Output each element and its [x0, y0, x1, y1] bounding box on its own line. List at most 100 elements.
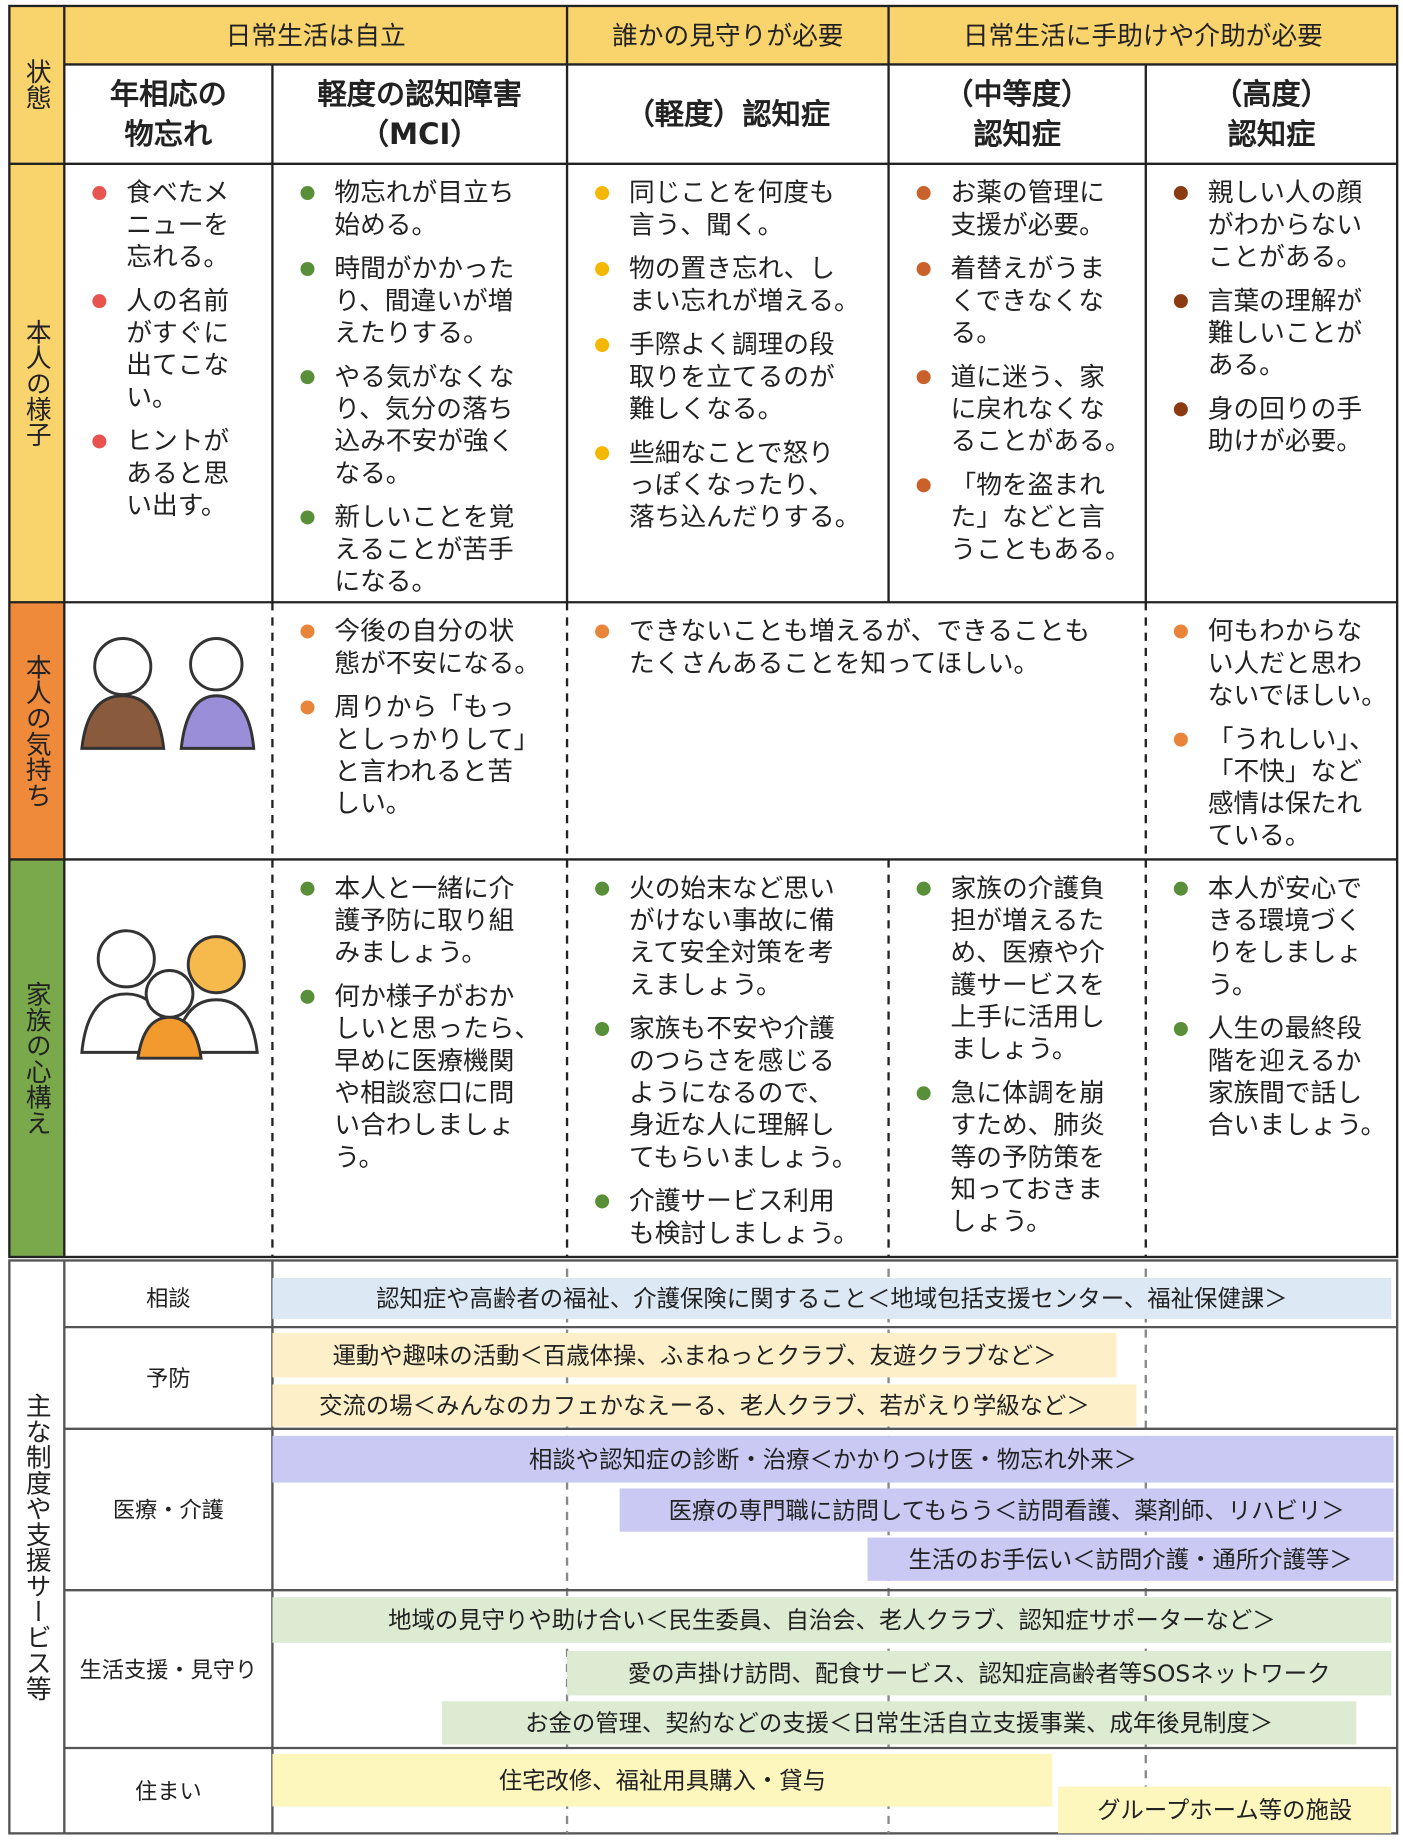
service-bar — [867, 1537, 1394, 1581]
bullet-text: 食べたメニューを忘れる。 — [126, 178, 229, 272]
table-border — [8, 4, 1399, 1259]
category-name: 生活支援・見守り — [80, 1657, 258, 1683]
bullet-text: 親しい人の顔がわからないことがある。 — [1208, 178, 1363, 272]
services-border — [8, 1259, 1399, 1835]
service-bar — [567, 1650, 1392, 1696]
bullet — [1173, 732, 1188, 747]
stage-name: （MCI） — [360, 117, 480, 151]
stage-name: （高度） — [1213, 77, 1330, 111]
bullet — [300, 510, 315, 525]
bullet — [595, 1021, 610, 1036]
bullet — [916, 881, 931, 896]
bullet — [300, 700, 315, 715]
service-bar — [272, 1753, 1053, 1807]
bullet — [300, 370, 315, 385]
bullet — [916, 370, 931, 385]
service-bar — [441, 1701, 1357, 1745]
bullet-text: 言葉の理解が難しいことがある。 — [1208, 286, 1363, 380]
bullet-text: 本人が安心できる環境づくりをしましょう。 — [1208, 874, 1362, 1000]
bullet-text: 「うれしい」、「不快」など感情は保たれている。 — [1208, 725, 1375, 851]
bullet-text: やる気がなくなり、気分の落ち込み不安が強くなる。 — [334, 362, 514, 488]
row-label-bg — [9, 859, 65, 1257]
stage-name: 年相応の — [110, 77, 227, 111]
service-text: 地域の見守りや助け合い＜民生委員、自治会、老人クラブ、認知症サポーターなど＞ — [388, 1606, 1276, 1634]
bullet — [1173, 1021, 1188, 1036]
service-text: 交流の場＜みんなのカフェかなえーる、老人クラブ、若がえり学級など＞ — [319, 1392, 1090, 1420]
bullet — [92, 186, 107, 201]
service-text: グループホーム等の施設 — [1097, 1796, 1352, 1824]
bullet — [595, 1194, 610, 1209]
category-name: 住まい — [135, 1779, 202, 1805]
bullet — [595, 624, 610, 639]
stage-name: 軽度の認知障害 — [317, 77, 522, 111]
service-bar — [272, 1332, 1117, 1378]
bullet — [300, 262, 315, 277]
service-text: お金の管理、契約などの支援＜日常生活自立支援事業、成年後見制度＞ — [525, 1709, 1273, 1737]
category-name: 医療・介護 — [113, 1498, 224, 1524]
bullet-text: 人の名前がすぐに出てこない。 — [126, 286, 229, 412]
group-header: 日常生活に手助けや介助が必要 — [963, 22, 1323, 52]
bullet — [300, 186, 315, 201]
bullet-text: 何もわからない人だと思わないでほしい。 — [1208, 617, 1387, 711]
bullet-text: 物の置き忘れ、しまい忘れが増える。 — [629, 254, 860, 316]
row-label: 本人の様子 — [21, 318, 51, 447]
services-label: 主な制度や支援サービス等 — [21, 1392, 51, 1701]
bullet-text: 周りから「もっとしっかりして」と言われると苦しい。 — [334, 693, 539, 819]
service-text: 相談や認知症の診断・治療＜かかりつけ医・物忘れ外来＞ — [529, 1445, 1137, 1473]
category-name: 相談 — [146, 1286, 190, 1312]
bullet-text: 家族の介護負担が増えるため、医療や介護サービスを上手に活用しましょう。 — [951, 874, 1106, 1065]
stage-name: （中等度） — [944, 77, 1090, 111]
service-bar — [272, 1278, 1392, 1319]
stage-name: 認知症 — [1228, 117, 1316, 151]
row-label-bg — [9, 602, 65, 860]
bullet-text: 人生の最終段階を迎えるか家族間で話し合いましょう。 — [1208, 1014, 1387, 1140]
bullet — [595, 186, 610, 201]
category-name: 予防 — [146, 1366, 190, 1392]
illustrations — [80, 637, 259, 1060]
bullet-text: 着替えがうまくできなくなる。 — [951, 254, 1105, 348]
service-text: 生活のお手伝い＜訪問介護・通所介護等＞ — [909, 1545, 1353, 1573]
row-label: 家族の心構え — [21, 981, 51, 1136]
bullet — [595, 446, 610, 461]
service-bar — [272, 1384, 1137, 1427]
bullet-text: 道に迷う、家に戻れなくなることがある。 — [951, 362, 1131, 456]
bullet — [1173, 881, 1188, 896]
bullet — [92, 294, 107, 309]
bullet-text: ヒントがあると思い出す。 — [126, 427, 229, 521]
bullet — [300, 989, 315, 1004]
service-bar — [272, 1597, 1392, 1643]
bullet-text: できないことも増えるが、できることもたくさんあることを知ってほしい。 — [629, 617, 1090, 679]
service-bar — [619, 1488, 1394, 1532]
bullet — [916, 1086, 931, 1101]
service-text: 運動や趣味の活動＜百歳体操、ふまねっとクラブ、友遊クラブなど＞ — [333, 1341, 1057, 1369]
bullet — [595, 338, 610, 353]
bullet-text: お薬の管理に支援が必要。 — [951, 178, 1105, 240]
stage-name: （軽度）認知症 — [626, 97, 831, 131]
service-text: 住宅改修、福祉用具購入・貸与 — [499, 1766, 826, 1794]
bullet-text: 急に体調を崩すため、肺炎等の予防策を知っておきましょう。 — [951, 1078, 1105, 1237]
service-bar — [272, 1435, 1394, 1483]
bullet-text: 「物を盗まれた」などと言うこともある。 — [951, 471, 1131, 565]
bullet-text: 手際よく調理の段取りを立てるのが難しくなる。 — [629, 330, 835, 424]
bullet-text: 時間がかかったり、間違いが増えたりする。 — [334, 254, 514, 348]
state-label: 状態 — [21, 58, 51, 110]
bullet — [300, 624, 315, 639]
row-label: 本人の気持ち — [21, 653, 51, 808]
bullet — [595, 262, 610, 277]
bullet — [1173, 294, 1188, 309]
bullet-text: 本人と一緒に介護予防に取り組みましょう。 — [334, 874, 514, 968]
bullet-text: 些細なことで怒りっぽくなったり、落ち込んだりする。 — [629, 438, 860, 532]
bullet-text: 何か様子がおかしいと思ったら、早めに医療機関や相談窓口に問い合わしましょう。 — [334, 982, 540, 1173]
service-bar — [1058, 1786, 1392, 1834]
group-header: 日常生活は自立 — [226, 22, 406, 52]
service-text: 愛の声掛け訪問、配食サービス、認知症高齢者等SOSネットワーク — [628, 1659, 1331, 1687]
stage-name: 認知症 — [973, 117, 1061, 151]
bullet-text: 火の始末など思いがけない事故に備えて安全対策を考えましょう。 — [629, 874, 835, 1000]
bullet — [92, 434, 107, 449]
bullet-text: 物忘れが目立ち始める。 — [334, 178, 514, 240]
bullet — [300, 881, 315, 896]
service-text: 医療の専門職に訪問してもらう＜訪問看護、薬剤師、リハビリ＞ — [669, 1496, 1345, 1524]
bullet — [1173, 624, 1188, 639]
bullet — [916, 186, 931, 201]
